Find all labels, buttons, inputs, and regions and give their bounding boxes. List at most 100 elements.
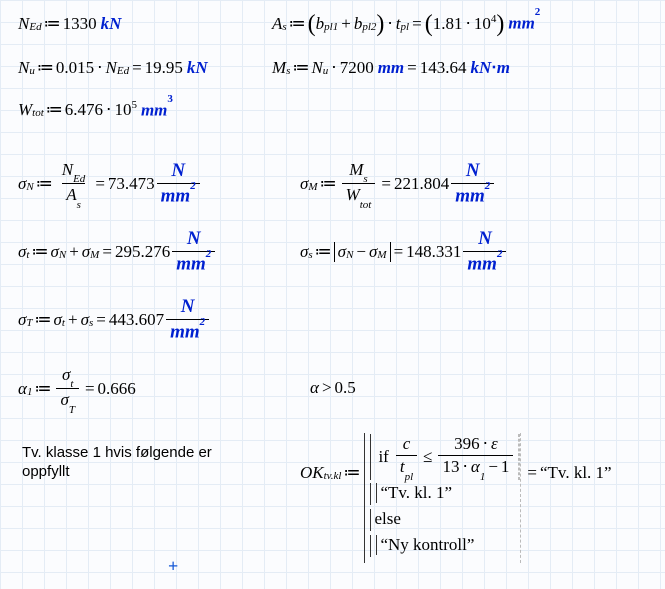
val: 443.607 bbox=[109, 310, 164, 330]
densub: T bbox=[69, 404, 75, 416]
val: 19.95 bbox=[145, 58, 183, 78]
sub: 1 bbox=[27, 386, 33, 398]
sub: Ed bbox=[29, 21, 41, 33]
unit-frac: N mm2 bbox=[166, 296, 209, 343]
unit-mm: mm bbox=[455, 186, 485, 207]
result2: “Ny kontroll” bbox=[380, 535, 474, 555]
unit-frac: N mm2 bbox=[157, 160, 200, 207]
unit-N: N bbox=[183, 228, 205, 251]
eq-OK: OKtv.kl ≔ if c tpl ≤ 396⋅ε 13⋅α1−1 bbox=[300, 433, 612, 563]
if: if bbox=[374, 447, 392, 467]
val: 148.331 bbox=[406, 242, 461, 262]
eq-Ms: Ms ≔ Nu ⋅7200 mm = 143.64 kN⋅m bbox=[272, 58, 510, 78]
eq-sigmat: σt ≔ σN + σM = 295.276 N mm2 bbox=[18, 228, 217, 275]
var: N bbox=[311, 58, 322, 78]
eq-sigmas: σs ≔ σN − σM = 148.331 N mm2 bbox=[300, 228, 508, 275]
unit-mm: mm bbox=[161, 186, 191, 207]
var: α bbox=[18, 379, 27, 399]
result1: “Tv. kl. 1” bbox=[380, 483, 452, 503]
val: 73.473 bbox=[108, 174, 155, 194]
sub: u bbox=[29, 65, 35, 77]
eps: ε bbox=[491, 434, 498, 453]
text: Tv. klasse 1 hvis følgende er oppfyllt bbox=[22, 443, 242, 481]
alpha: α bbox=[471, 457, 480, 476]
val: 0.5 bbox=[335, 378, 356, 398]
var: OK bbox=[300, 463, 324, 483]
b: σ bbox=[81, 310, 89, 330]
eq-sigmaM: σM ≔ Ms Wtot = 221.804 N mm2 bbox=[300, 160, 496, 208]
eq-Nu: Nu ≔ 0.015⋅ NEd = 19.95 kN bbox=[18, 58, 208, 78]
t: t bbox=[400, 457, 405, 476]
den: W bbox=[346, 185, 360, 204]
densub: tot bbox=[360, 199, 372, 211]
sub: s bbox=[282, 21, 286, 33]
tsub: pl bbox=[405, 471, 414, 483]
sup: 2 bbox=[497, 248, 503, 260]
unit-mm: mm bbox=[374, 58, 404, 78]
unit-kN: kN bbox=[471, 58, 492, 77]
sup: 2 bbox=[190, 180, 196, 192]
sub: pl2 bbox=[362, 21, 376, 33]
eq-Wtot: Wtot ≔ 6.476⋅105 mm3 bbox=[18, 100, 173, 121]
n396: 396 bbox=[454, 434, 480, 453]
sub: M bbox=[308, 181, 317, 193]
val: 6.476 bbox=[65, 100, 103, 120]
coef: 0.015 bbox=[56, 58, 94, 78]
unit-mm: mm bbox=[176, 253, 206, 274]
eqresult: “Tv. kl. 1” bbox=[540, 463, 612, 483]
sub: N bbox=[26, 181, 33, 193]
sub: s bbox=[286, 65, 290, 77]
unit: kN bbox=[183, 58, 208, 78]
n13: 13 bbox=[442, 457, 459, 476]
den: σ bbox=[60, 390, 68, 409]
asub: 1 bbox=[480, 471, 486, 483]
sub: tot bbox=[32, 107, 44, 119]
var: W bbox=[18, 100, 32, 120]
sup: 2 bbox=[206, 248, 212, 260]
unit-frac: N mm2 bbox=[172, 228, 215, 275]
a: σ bbox=[50, 242, 58, 262]
sub: tv.kl bbox=[324, 470, 342, 482]
unit-N: N bbox=[177, 296, 199, 319]
sup: 2 bbox=[485, 180, 491, 192]
unit-mm: mm bbox=[170, 321, 200, 342]
cursor-icon: + bbox=[168, 556, 178, 577]
bsub: s bbox=[89, 317, 93, 329]
sup: 2 bbox=[200, 316, 206, 328]
mul: 7200 bbox=[340, 58, 374, 78]
sub: pl1 bbox=[324, 21, 338, 33]
unit-mm: mm bbox=[467, 253, 497, 274]
bsub: M bbox=[90, 249, 99, 261]
unit-N: N bbox=[167, 160, 189, 183]
unit-N: N bbox=[474, 228, 496, 251]
asub: N bbox=[346, 249, 353, 261]
usup: 3 bbox=[167, 93, 173, 105]
val: 1.81 bbox=[433, 14, 463, 34]
le: ≤ bbox=[420, 447, 435, 467]
asub: t bbox=[62, 317, 65, 329]
sub: T bbox=[26, 317, 32, 329]
unit-frac: N mm2 bbox=[451, 160, 494, 207]
var: σ bbox=[300, 242, 308, 262]
eq-sigmaN: σN ≔ NEd As = 73.473 N mm2 bbox=[18, 160, 202, 208]
var: N bbox=[106, 58, 117, 78]
val: 0.666 bbox=[98, 379, 136, 399]
val: 221.804 bbox=[394, 174, 449, 194]
one: 1 bbox=[501, 457, 510, 476]
sub: t bbox=[26, 249, 29, 261]
val: 143.64 bbox=[420, 58, 467, 78]
den: A bbox=[66, 185, 76, 204]
a: σ bbox=[54, 310, 62, 330]
val: 295.276 bbox=[115, 242, 170, 262]
var: b bbox=[316, 14, 325, 34]
eq-NEd: NEd ≔ 1330 kN bbox=[18, 14, 121, 34]
numsub: Ed bbox=[73, 173, 85, 185]
unit-N: N bbox=[462, 160, 484, 183]
eq-alpha-cmp: α > 0.5 bbox=[310, 378, 356, 398]
var: N bbox=[18, 14, 29, 34]
sub: s bbox=[308, 249, 312, 261]
var: σ bbox=[18, 242, 26, 262]
sub: pl bbox=[401, 21, 410, 33]
a: σ bbox=[338, 242, 346, 262]
b: σ bbox=[82, 242, 90, 262]
